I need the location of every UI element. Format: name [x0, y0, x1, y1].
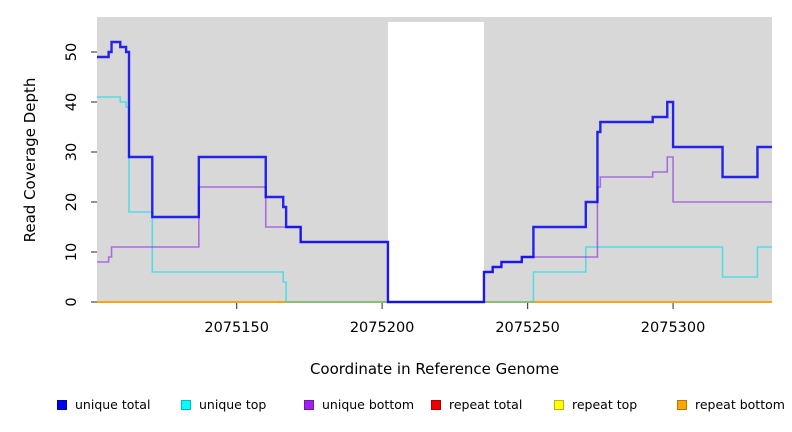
- legend: unique total unique top unique bottom repea…: [0, 397, 792, 415]
- y-axis-tick-label: 0: [64, 297, 80, 306]
- legend-swatch-unique-total: [57, 399, 67, 410]
- legend-item-unique-bottom: unique bottom: [304, 397, 414, 412]
- legend-item-unique-top: unique top: [181, 397, 266, 412]
- legend-swatch-repeat-top: [554, 399, 564, 410]
- legend-label: unique top: [199, 397, 267, 412]
- legend-label: repeat total: [449, 397, 523, 412]
- y-axis-tick-label: 40: [64, 93, 80, 111]
- coverage-plot: 2075150 2075200 2075250 2075300 0 10 20 30 40 50: [64, 17, 772, 336]
- y-axis-tick-label: 10: [64, 243, 80, 261]
- series-unique-top-line: [97, 96, 772, 303]
- x-axis-title: Coordinate in Reference Genome: [309, 360, 560, 378]
- coverage-gap-region: [387, 22, 484, 303]
- legend-swatch-unique-bottom: [304, 399, 314, 410]
- x-axis-tick-label: 2075250: [495, 320, 560, 336]
- legend-label: unique total: [75, 397, 151, 412]
- y-axis-tick-label: 50: [64, 43, 80, 61]
- y-axis-title: Read Coverage Depth: [21, 77, 39, 243]
- legend-label: unique bottom: [322, 397, 415, 412]
- x-axis-tick-label: 2075150: [204, 320, 269, 336]
- legend-label: repeat bottom: [695, 397, 785, 412]
- legend-swatch-repeat-total: [431, 399, 441, 410]
- legend-swatch-repeat-bottom: [677, 399, 687, 410]
- legend-item-repeat-top: repeat top: [554, 397, 637, 412]
- y-axis-tick-label: 30: [64, 143, 80, 161]
- legend-label: repeat top: [572, 397, 638, 412]
- series-unique-total-line: [97, 40, 772, 304]
- x-axis-tick-label: 2075300: [641, 320, 706, 336]
- legend-item-repeat-total: repeat total: [431, 397, 522, 412]
- legend-swatch-unique-top: [181, 399, 191, 410]
- x-axis-tick-label: 2075200: [350, 320, 415, 336]
- y-axis-tick-label: 20: [64, 193, 80, 211]
- legend-item-repeat-bottom: repeat bottom: [677, 397, 785, 412]
- legend-item-unique-total: unique total: [57, 397, 150, 412]
